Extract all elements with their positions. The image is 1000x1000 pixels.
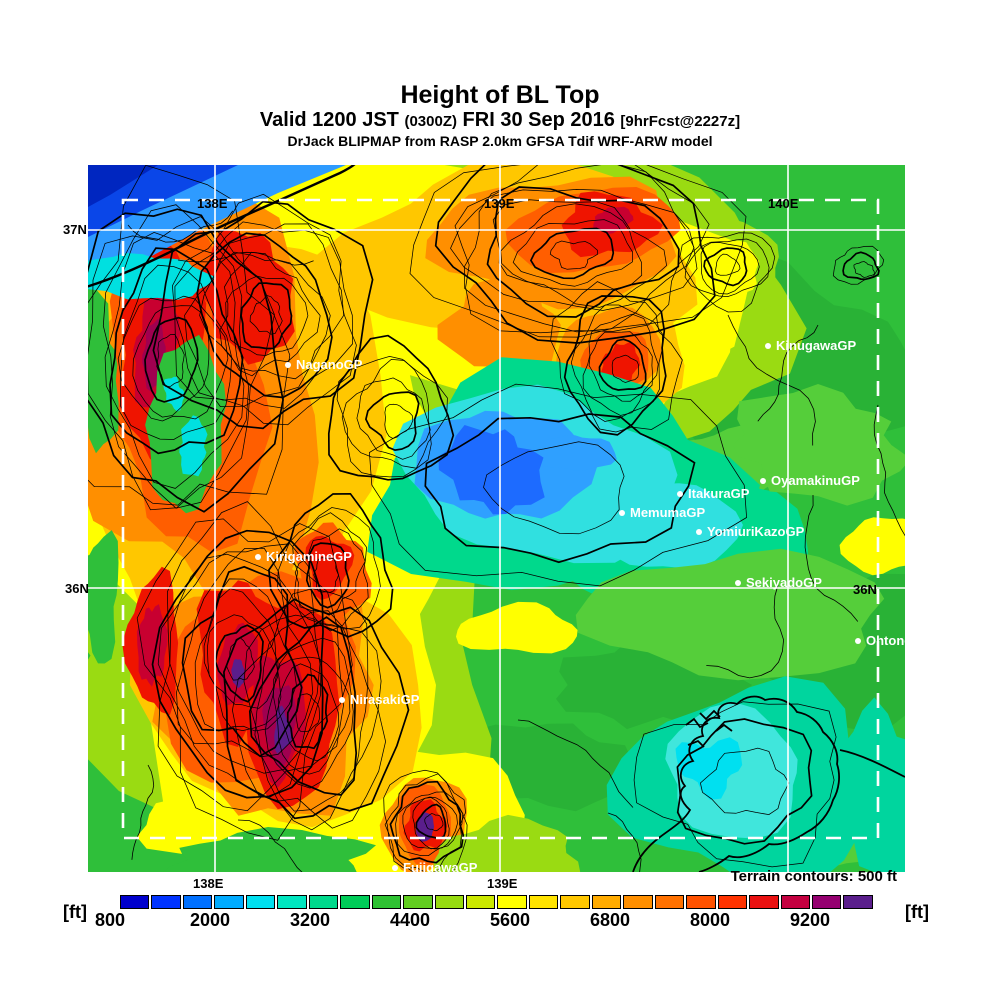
colorbar-tick: 8000 bbox=[689, 910, 731, 930]
colorbar-segment-13 bbox=[528, 895, 559, 909]
site-name: KinugawaGP bbox=[776, 338, 857, 353]
colorbar-segment-3 bbox=[214, 895, 244, 909]
map-plot bbox=[88, 165, 905, 872]
bl-top-contour-field bbox=[88, 165, 905, 872]
site-name: KirigamineGP bbox=[266, 549, 352, 564]
lon-label-top: 140E bbox=[768, 196, 799, 211]
terrain-note: Terrain contours: 500 ft bbox=[730, 868, 897, 885]
colorbar-segment-15 bbox=[591, 895, 622, 909]
site-dot-icon bbox=[619, 509, 625, 516]
colorbar-segment-23 bbox=[843, 895, 873, 909]
site-name: OhtoneGP bbox=[866, 633, 931, 648]
colorbar-segment-17 bbox=[654, 895, 685, 909]
colorbar-segment-19 bbox=[717, 895, 748, 909]
colorbar-unit-right: [ft] bbox=[905, 902, 929, 922]
colorbar-tick: 6800 bbox=[589, 910, 631, 930]
model-line: DrJack BLIPMAP from RASP 2.0km GFSA Tdif… bbox=[287, 133, 713, 149]
lon-label-top: 139E bbox=[484, 196, 515, 211]
colorbar-segment-5 bbox=[277, 895, 307, 909]
site-name: NirasakiGP bbox=[350, 692, 420, 707]
colorbar-segment-12 bbox=[497, 895, 527, 909]
colorbar-tick: 3200 bbox=[289, 910, 331, 930]
site-marker-NirasakiGP: NirasakiGP bbox=[339, 692, 419, 707]
site-dot-icon bbox=[255, 553, 261, 560]
site-dot-icon bbox=[735, 579, 741, 586]
valid-zulu: (0300Z) bbox=[404, 113, 457, 130]
colorbar-segment-1 bbox=[151, 895, 181, 909]
colorbar-tick: 800 bbox=[94, 910, 126, 930]
site-name: FujigawaGP bbox=[403, 860, 478, 875]
colorbar-segment-20 bbox=[749, 895, 779, 909]
site-name: SekiyadoGP bbox=[746, 575, 822, 590]
colorbar-segment-2 bbox=[182, 895, 213, 909]
site-dot-icon bbox=[339, 696, 345, 703]
page-title: Height of BL Top bbox=[400, 81, 600, 109]
site-dot-icon bbox=[392, 864, 398, 871]
valid-line: Valid 1200 JST (0300Z) FRI 30 Sep 2016 [… bbox=[0, 109, 1000, 133]
colorbar-segment-16 bbox=[623, 895, 653, 909]
site-dot-icon bbox=[760, 477, 766, 484]
colorbar-segment-7 bbox=[340, 895, 370, 909]
colorbar-segment-6 bbox=[308, 895, 339, 909]
site-marker-FujigawaGP: FujigawaGP bbox=[392, 860, 477, 875]
colorbar-tick: 5600 bbox=[489, 910, 531, 930]
colorbar-unit-left: [ft] bbox=[63, 902, 87, 922]
colorbar bbox=[120, 895, 873, 909]
colorbar-tick: 4400 bbox=[389, 910, 431, 930]
colorbar-ticks: 800 2000 3200 4400 5600 6800 8000 9200 bbox=[0, 910, 1000, 932]
site-name: MemumaGP bbox=[630, 505, 706, 520]
site-marker-SekiyadoGP: SekiyadoGP bbox=[735, 575, 822, 590]
site-marker-MemumaGP: MemumaGP bbox=[619, 505, 705, 520]
colorbar-segment-11 bbox=[465, 895, 496, 909]
site-name: YomiuriKazoGP bbox=[707, 524, 805, 539]
colorbar-segment-14 bbox=[560, 895, 590, 909]
site-name: NaganoGP bbox=[296, 357, 363, 372]
colorbar-segment-18 bbox=[686, 895, 716, 909]
site-dot-icon bbox=[696, 528, 702, 535]
site-marker-KirigamineGP: KirigamineGP bbox=[255, 549, 352, 564]
lon-label-bottom: 138E bbox=[193, 876, 224, 891]
colorbar-segment-0 bbox=[120, 895, 150, 909]
colorbar-tick: 2000 bbox=[189, 910, 231, 930]
colorbar-segment-4 bbox=[245, 895, 276, 909]
header: Height of BL Top Valid 1200 JST (0300Z) … bbox=[0, 82, 1000, 149]
colorbar-segment-9 bbox=[403, 895, 433, 909]
site-dot-icon bbox=[765, 342, 771, 349]
site-marker-YomiuriKazoGP: YomiuriKazoGP bbox=[696, 524, 804, 539]
site-marker-ItakuraGP: ItakuraGP bbox=[677, 486, 749, 501]
site-marker-OyamakinuGP: OyamakinuGP bbox=[760, 473, 860, 488]
site-name: ItakuraGP bbox=[688, 486, 750, 501]
colorbar-tick: 9200 bbox=[789, 910, 831, 930]
site-name: OyamakinuGP bbox=[771, 473, 860, 488]
site-dot-icon bbox=[677, 490, 683, 497]
site-dot-icon bbox=[855, 637, 861, 644]
valid-time: Valid 1200 JST bbox=[259, 109, 399, 131]
valid-date: FRI 30 Sep 2016 bbox=[462, 109, 615, 131]
colorbar-segment-21 bbox=[780, 895, 810, 909]
colorbar-segment-10 bbox=[434, 895, 464, 909]
site-marker-NaganoGP: NaganoGP bbox=[285, 357, 362, 372]
site-marker-OhtoneGP: OhtoneGP bbox=[855, 633, 930, 648]
site-marker-KinugawaGP: KinugawaGP bbox=[765, 338, 856, 353]
forecast-tag: [9hrFcst@2227z] bbox=[620, 113, 741, 130]
colorbar-segment-22 bbox=[811, 895, 842, 909]
lat-label-left: 36N bbox=[65, 581, 89, 596]
lat-label-right: 36N bbox=[853, 582, 877, 597]
lon-label-bottom: 139E bbox=[487, 876, 518, 891]
site-dot-icon bbox=[285, 361, 291, 368]
colorbar-segment-8 bbox=[371, 895, 402, 909]
lon-label-top: 138E bbox=[197, 196, 228, 211]
lat-label-left: 37N bbox=[63, 222, 87, 237]
